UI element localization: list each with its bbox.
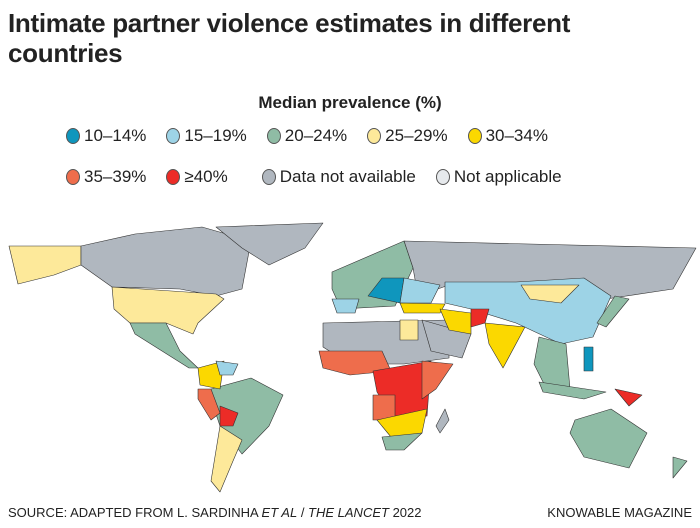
- region-eastern-europe: [399, 277, 441, 304]
- region-south-africa: [381, 432, 423, 451]
- region-venezuela: [215, 360, 239, 376]
- legend-label: ≥40%: [184, 167, 228, 186]
- legend-label: Not applicable: [453, 167, 562, 186]
- legend-label: 15–19%: [184, 126, 247, 145]
- legend-item: 20–24%: [266, 126, 348, 146]
- legend-label: Data not available: [279, 167, 416, 186]
- region-colombia: [197, 360, 225, 390]
- region-argentina-chile: [210, 425, 243, 493]
- region-indonesia: [538, 381, 607, 400]
- region-papua-new-guinea: [614, 388, 643, 407]
- legend-swatch: [261, 169, 276, 185]
- legend-swatch: [166, 128, 181, 144]
- world-map: [8, 222, 697, 493]
- region-india: [484, 322, 526, 369]
- region-japan: [596, 295, 630, 328]
- legend-swatch: [266, 128, 281, 144]
- legend-swatch: [66, 169, 80, 185]
- region-angola: [372, 394, 396, 421]
- region-new-zealand: [672, 456, 688, 479]
- region-australia: [569, 408, 648, 469]
- legend-label: 20–24%: [284, 126, 348, 145]
- region-philippines: [583, 346, 594, 372]
- legend-label: 10–14%: [84, 126, 147, 145]
- region-west-africa: [318, 350, 392, 376]
- legend-item: 25–29%: [367, 126, 448, 146]
- legend-item: Data not available: [261, 167, 416, 187]
- legend-row-2: 35–39% ≥40% Data not available Not applicab…: [66, 167, 582, 187]
- publisher-credit: KNOWABLE MAGAZINE: [547, 505, 692, 520]
- legend-row-1: 10–14% 15–19% 20–24% 25–29% 30–34%: [66, 126, 568, 146]
- legend-item: 30–34%: [467, 126, 548, 146]
- legend-item: 35–39%: [66, 167, 146, 187]
- legend-item: 15–19%: [166, 126, 247, 146]
- region-east-africa: [421, 360, 454, 400]
- legend-label: 30–34%: [485, 126, 548, 145]
- source-credit: SOURCE: ADAPTED FROM L. SARDINHA ET AL /…: [8, 505, 422, 520]
- region-peru: [197, 388, 221, 421]
- region-canada: [80, 226, 252, 297]
- legend-item: ≥40%: [166, 167, 228, 187]
- region-iran: [439, 308, 472, 335]
- legend-swatch: [435, 169, 450, 185]
- legend-item: 10–14%: [66, 126, 146, 146]
- region-alaska: [8, 245, 82, 285]
- source-journal: THE LANCET: [308, 505, 389, 520]
- region-greenland: [215, 222, 324, 266]
- source-mid: /: [297, 505, 309, 520]
- region-spain: [331, 298, 360, 314]
- legend-swatch: [166, 169, 181, 185]
- region-egypt: [399, 319, 419, 341]
- source-year: 2022: [388, 505, 422, 520]
- region-mexico-central-america: [129, 322, 199, 369]
- region-bolivia: [219, 405, 239, 427]
- legend-swatch: [467, 128, 482, 144]
- region-mongolia: [520, 284, 580, 304]
- legend-swatch: [66, 128, 80, 144]
- source-etal: ET AL: [261, 505, 298, 520]
- region-madagascar: [435, 408, 450, 434]
- legend-label: 35–39%: [84, 167, 147, 186]
- source-prefix: SOURCE: ADAPTED FROM L. SARDINHA: [8, 505, 262, 520]
- region-turkey: [399, 302, 446, 314]
- legend-label: 25–29%: [385, 126, 448, 145]
- legend-title: Median prevalence (%): [258, 93, 442, 112]
- region-usa: [111, 286, 225, 335]
- legend-item: Not applicable: [435, 167, 562, 187]
- page-title: Intimate partner violence estimates in d…: [8, 8, 571, 68]
- legend-swatch: [367, 128, 382, 144]
